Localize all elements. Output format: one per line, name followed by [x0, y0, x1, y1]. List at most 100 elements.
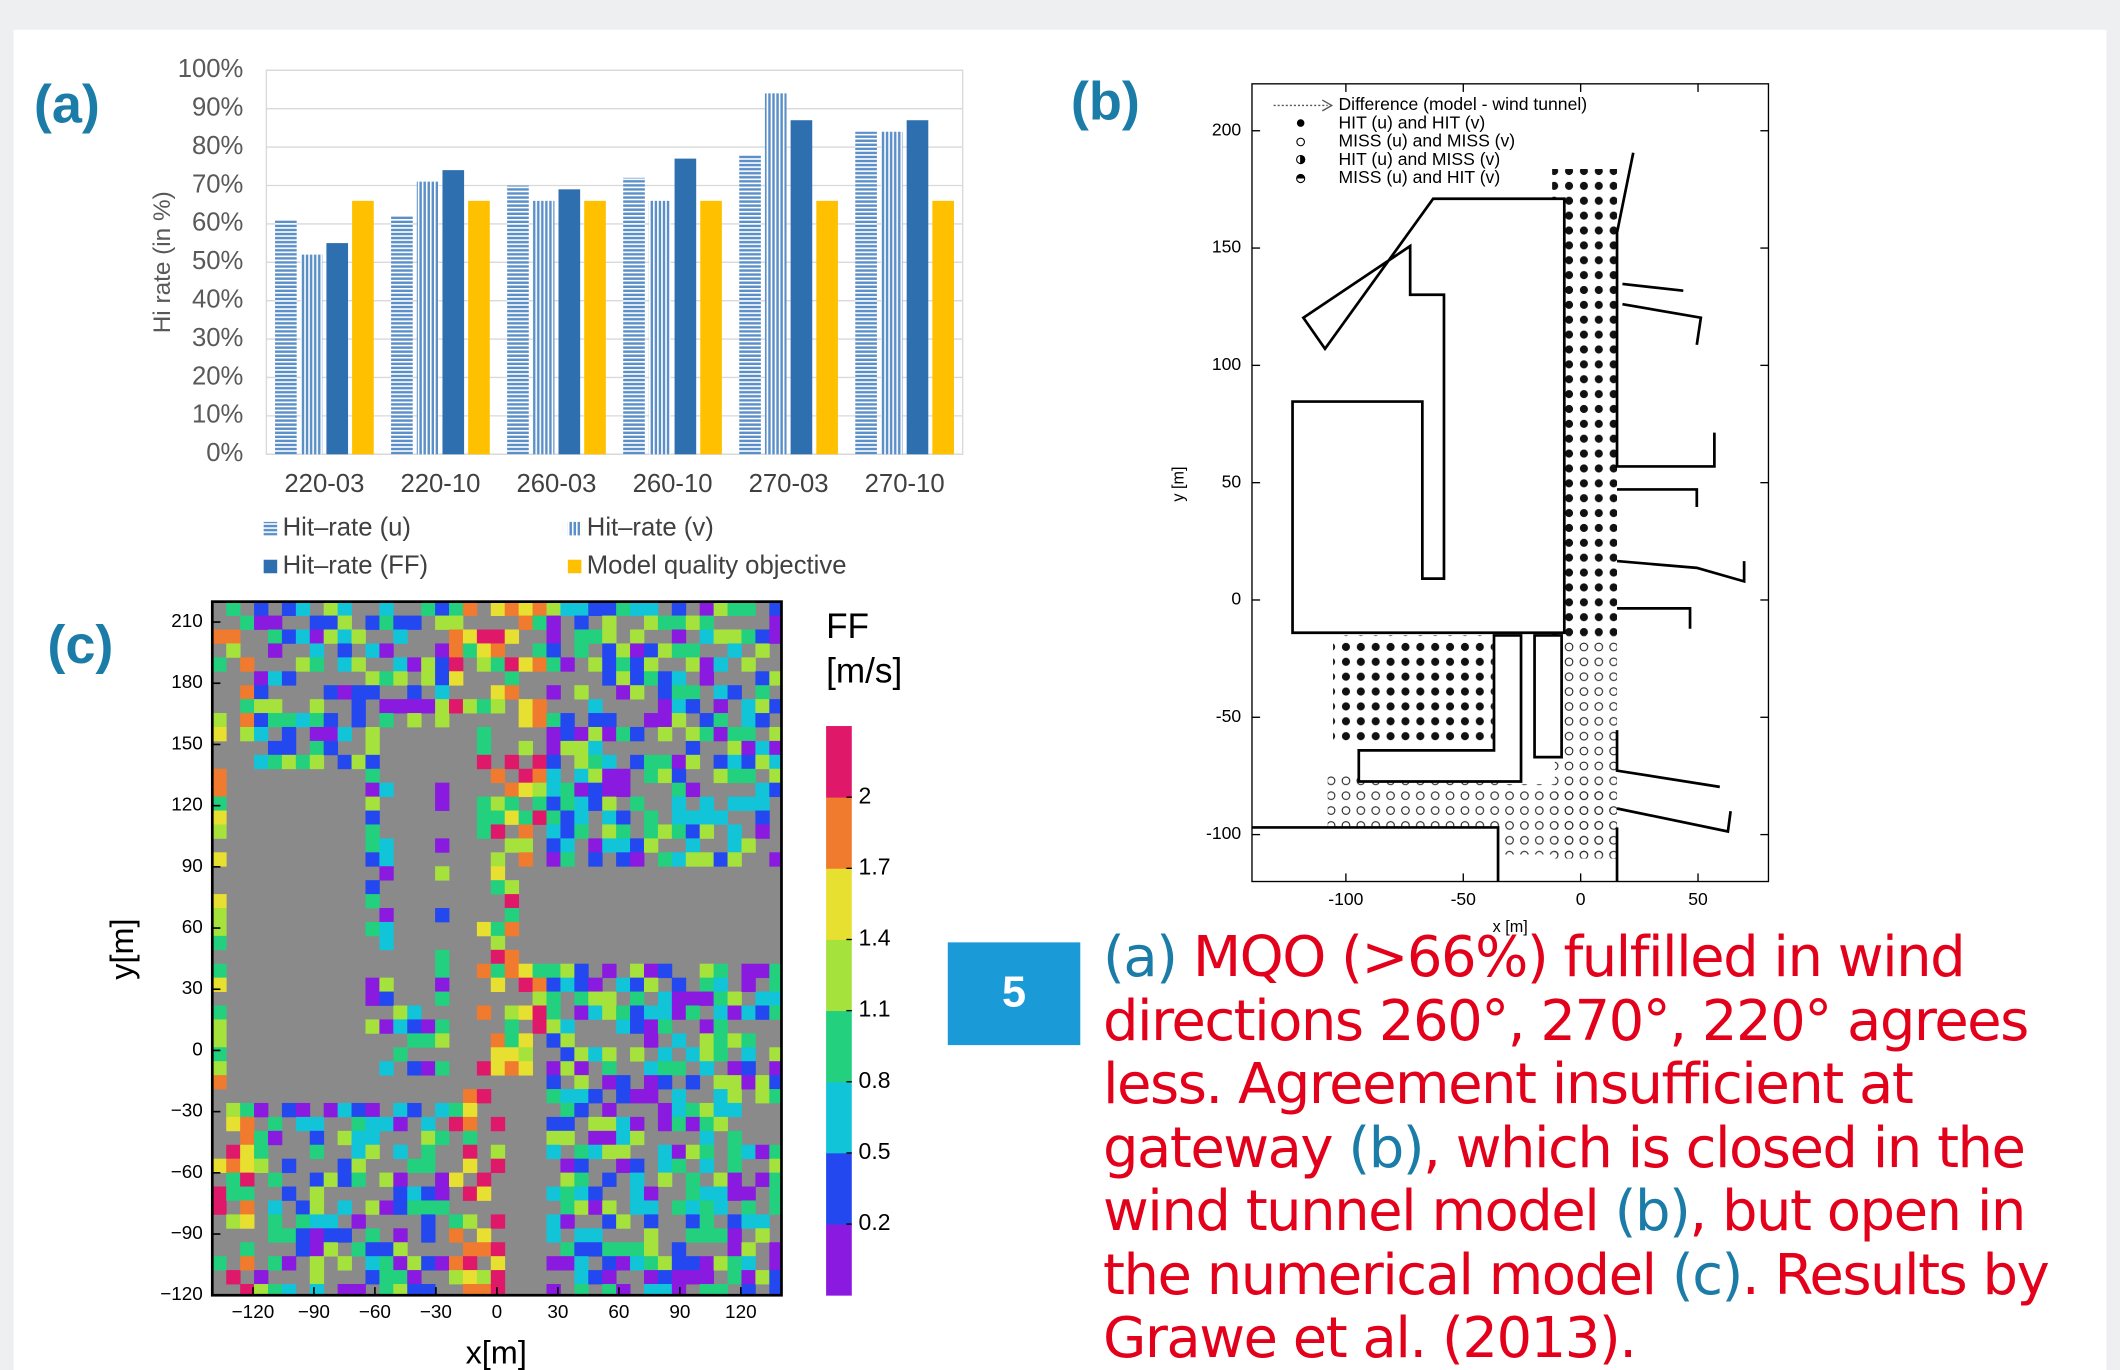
field-cell: [449, 629, 463, 643]
field-cell: [268, 1131, 282, 1145]
field-cell: [282, 602, 296, 616]
field-cell: [755, 713, 769, 727]
field-cell: [352, 1103, 366, 1117]
field-cell: [491, 629, 505, 643]
field-cell: [477, 824, 491, 838]
field-cell: [686, 1256, 700, 1270]
field-cell: [630, 1019, 644, 1033]
field-cell: [658, 671, 672, 685]
field-cell: [602, 1131, 616, 1145]
field-cell: [741, 1242, 755, 1256]
colorbar-tick-label: 0.8: [859, 1067, 891, 1093]
field-cell: [602, 1270, 616, 1284]
field-cell: [560, 657, 574, 671]
y-tick-label: −120: [160, 1284, 203, 1305]
field-cell: [616, 1242, 630, 1256]
field-cell: [254, 713, 268, 727]
field-cell: [477, 797, 491, 811]
field-cell: [602, 783, 616, 797]
field-cell: [365, 1145, 379, 1159]
field-cell: [547, 741, 561, 755]
field-cell: [212, 852, 226, 866]
field-cell: [491, 1033, 505, 1047]
field-cell: [574, 643, 588, 657]
field-cell: [463, 1117, 477, 1131]
field-cell: [435, 908, 449, 922]
field-cell: [588, 852, 602, 866]
field-cell: [533, 602, 547, 616]
legend-label: HIT (u) and HIT (v): [1339, 112, 1486, 132]
field-cell: [644, 643, 658, 657]
field-cell: [519, 616, 533, 630]
field-cell: [686, 1005, 700, 1019]
field-cell: [728, 1256, 742, 1270]
y-tick-label: 60: [182, 917, 203, 938]
field-cell: [393, 699, 407, 713]
x-tick-label: −90: [298, 1302, 330, 1323]
field-cell: [379, 616, 393, 630]
field-cell: [449, 1256, 463, 1270]
field-cell: [282, 755, 296, 769]
field-cell: [240, 616, 254, 630]
field-cell: [714, 1200, 728, 1214]
field-cell: [644, 1033, 658, 1047]
field-cell: [686, 1173, 700, 1187]
field-cell: [477, 1270, 491, 1284]
field-cell: [728, 1145, 742, 1159]
field-cell: [435, 1033, 449, 1047]
caption-segment: (b): [1615, 1179, 1690, 1244]
field-cell: [630, 643, 644, 657]
field-cell: [616, 769, 630, 783]
field-cell: [393, 1047, 407, 1061]
field-cell: [672, 811, 686, 825]
field-cell: [533, 769, 547, 783]
bar: [700, 201, 722, 454]
field-cell: [505, 880, 519, 894]
field-cell: [212, 797, 226, 811]
field-cell: [379, 936, 393, 950]
field-cell: [658, 1173, 672, 1187]
caption: (a) MQO (>66%) fulfilled in wind directi…: [1103, 926, 2103, 1370]
field-cell: [212, 1075, 226, 1089]
field-cell: [658, 755, 672, 769]
field-cell: [379, 602, 393, 616]
field-cell: [519, 783, 533, 797]
field-cell: [407, 1159, 421, 1173]
field-cell: [505, 755, 519, 769]
field-cell: [296, 1117, 310, 1131]
field-cell: [574, 964, 588, 978]
field-cell: [630, 727, 644, 741]
field-cell: [755, 1214, 769, 1228]
field-cell: [588, 727, 602, 741]
field-cell: [630, 1256, 644, 1270]
field-cell: [212, 629, 226, 643]
legend-label: Difference (model - wind tunnel): [1339, 94, 1588, 114]
field-cell: [254, 755, 268, 769]
field-cell: [421, 1061, 435, 1075]
field-cell: [728, 629, 742, 643]
field-cell: [352, 755, 366, 769]
field-cell: [547, 1228, 561, 1242]
field-cell: [491, 880, 505, 894]
field-cell: [686, 1270, 700, 1284]
field-cell: [741, 657, 755, 671]
field-cell: [658, 1256, 672, 1270]
field-cell: [630, 964, 644, 978]
field-cell: [630, 992, 644, 1006]
legend-label: Model quality objective: [587, 551, 847, 579]
field-cell: [519, 838, 533, 852]
field-cell: [310, 643, 324, 657]
field-cell: [672, 713, 686, 727]
field-cell: [435, 783, 449, 797]
field-cell: [533, 797, 547, 811]
field-cell: [728, 1075, 742, 1089]
field-cell: [616, 1256, 630, 1270]
colorbar-segment: [826, 1224, 852, 1296]
bar: [275, 220, 297, 454]
field-cell: [435, 1200, 449, 1214]
field-cell: [658, 964, 672, 978]
y-tick-label: 150: [171, 733, 203, 754]
field-cell: [421, 1033, 435, 1047]
field-cell: [714, 769, 728, 783]
x-tick-label: 0: [1576, 889, 1586, 909]
